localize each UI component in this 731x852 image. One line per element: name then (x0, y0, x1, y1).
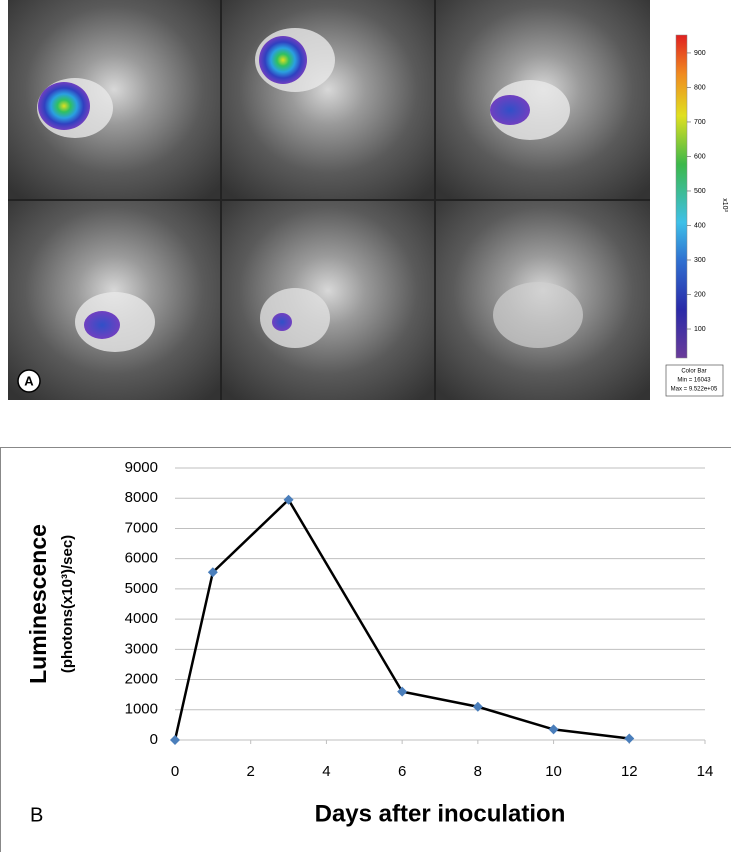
y-tick-label: 3000 (125, 640, 158, 657)
chart-frame (0, 447, 731, 852)
y-tick-label: 6000 (125, 550, 158, 567)
data-point (397, 686, 408, 697)
colorbar-max: Max = 9.522e+05 (671, 387, 718, 393)
colorbar-tick-label: 600 (694, 153, 706, 160)
panel-label: A (24, 373, 34, 388)
y-axis-title: Luminescence (25, 524, 51, 684)
y-tick-label: 0 (150, 731, 158, 748)
panel-label: B (30, 804, 43, 826)
x-tick-label: 4 (322, 763, 330, 780)
x-tick-label: 12 (621, 763, 638, 780)
y-tick-label: 4000 (125, 610, 158, 627)
x-tick-label: 14 (697, 763, 714, 780)
colorbar-tick-label: 500 (694, 188, 706, 195)
colorbar: x10³ Color Bar Min = 16043 Max = 9.522e+… (665, 34, 728, 397)
colorbar-title: Color Bar (681, 369, 706, 375)
colorbar-tick-label: 900 (694, 50, 706, 57)
data-point (170, 735, 180, 745)
x-tick-label: 0 (171, 763, 179, 780)
x-tick-label: 2 (247, 763, 255, 780)
data-line (173, 497, 630, 741)
y-tick-label: 1000 (125, 701, 158, 718)
colorbar-tick-label: 200 (694, 291, 706, 298)
colorbar-tick-label: 800 (694, 84, 706, 91)
data-point (283, 494, 294, 505)
colorbar-tick-label: 700 (694, 119, 706, 126)
x-tick-label: 10 (545, 763, 562, 780)
y-tick-label: 5000 (125, 580, 158, 597)
x-tick-label: 8 (474, 763, 482, 780)
x-axis-title: Days after inoculation (315, 800, 566, 827)
photo-panel: A (8, 0, 650, 400)
y-tick-label: 2000 (125, 671, 158, 688)
y-axis-subtitle: (photons(x10³)/sec) (59, 535, 76, 673)
y-tick-label: 9000 (125, 459, 158, 476)
colorbar-min: Min = 16043 (677, 378, 711, 384)
colorbar-tick-label: 100 (694, 326, 706, 333)
data-point (472, 701, 483, 712)
data-point (624, 733, 635, 744)
y-tick-label: 8000 (125, 489, 158, 506)
colorbar-unit: x10³ (721, 198, 728, 212)
colorbar-tick-label: 400 (694, 222, 706, 229)
y-tick-label: 7000 (125, 519, 158, 536)
data-point (548, 724, 559, 735)
colorbar-tick-label: 300 (694, 257, 706, 264)
data-point (207, 567, 218, 578)
x-tick-label: 6 (398, 763, 406, 780)
